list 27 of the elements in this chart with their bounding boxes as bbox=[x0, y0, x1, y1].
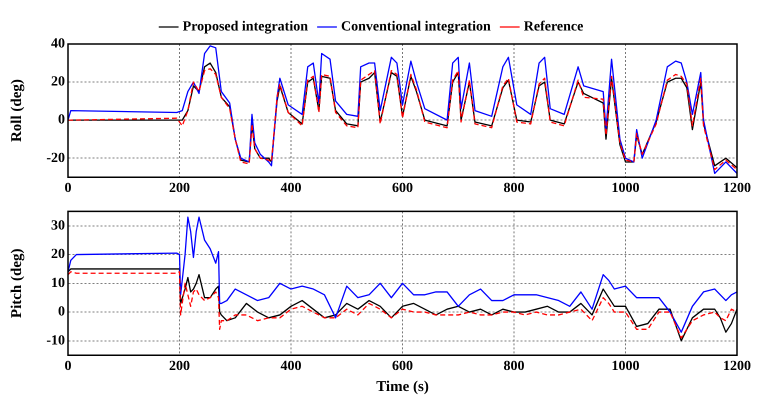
x-tick-label: 200 bbox=[169, 181, 190, 196]
y-tick-label: 20 bbox=[51, 74, 65, 90]
x-tick-label: 600 bbox=[392, 359, 413, 374]
x-tick-label: 1200 bbox=[723, 359, 751, 374]
x-tick-label: 800 bbox=[504, 359, 524, 374]
x-tick-label: 400 bbox=[280, 359, 302, 374]
y-tick-label: 40 bbox=[51, 36, 65, 52]
y-tick-label: -10 bbox=[46, 333, 65, 348]
x-tick-label: 600 bbox=[392, 181, 413, 196]
y-tick-label: 10 bbox=[51, 276, 65, 291]
x-tick-label: 400 bbox=[280, 181, 302, 196]
x-tick-label: 1200 bbox=[723, 181, 751, 196]
legend-label: Reference bbox=[524, 20, 584, 35]
x-tick-label: 1000 bbox=[612, 359, 640, 374]
x-tick-label: 200 bbox=[169, 359, 190, 374]
y-tick-label: 0 bbox=[58, 112, 65, 128]
y-tick-label: 20 bbox=[51, 247, 65, 262]
y-tick-label: 30 bbox=[51, 218, 65, 234]
y-tick-label: -20 bbox=[46, 150, 65, 166]
y-axis-title: Roll (deg) bbox=[8, 79, 25, 142]
y-axis-title: Pitch (deg) bbox=[8, 248, 25, 318]
x-tick-label: 1000 bbox=[612, 181, 640, 196]
x-tick-label: 800 bbox=[504, 181, 524, 196]
legend-label: Conventional integration bbox=[341, 20, 491, 35]
x-axis-title: Time (s) bbox=[376, 378, 429, 395]
y-tick-label: 0 bbox=[58, 304, 65, 320]
legend-label: Proposed integration bbox=[182, 20, 308, 35]
